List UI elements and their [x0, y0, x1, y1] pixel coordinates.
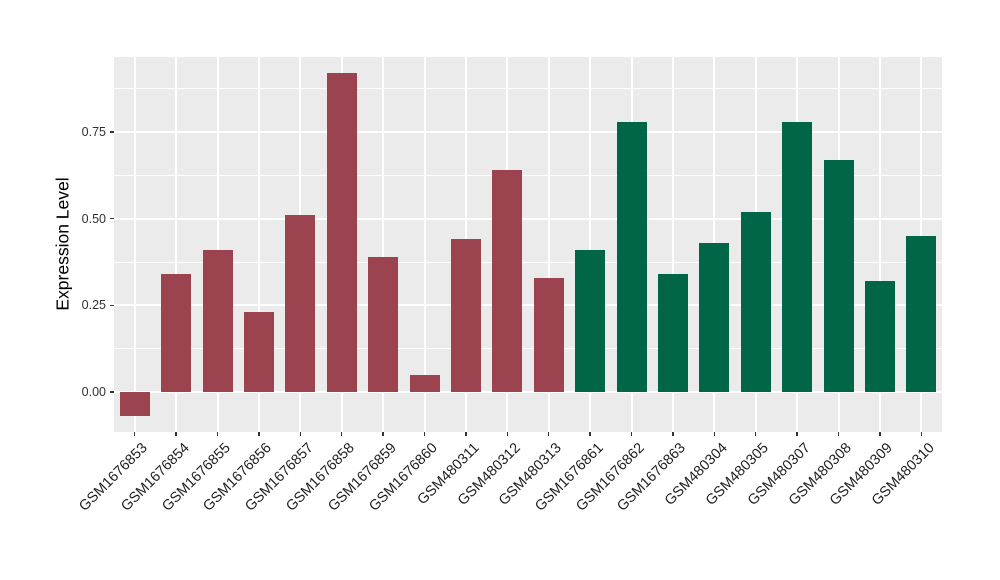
- x-tick-mark: [672, 432, 674, 436]
- bar-GSM480304: [699, 242, 730, 393]
- bar-GSM480307: [782, 121, 813, 393]
- y-tick-label: 0.00: [81, 385, 106, 400]
- x-tick-mark: [547, 432, 550, 436]
- x-tick-mark: [175, 432, 177, 436]
- bar-GSM1676853: [119, 392, 150, 417]
- major-gridline-y: [114, 217, 942, 220]
- major-gridline-y: [114, 304, 942, 307]
- major-gridline-x: [671, 57, 674, 432]
- plot-area: [114, 57, 942, 432]
- bar-GSM1676855: [202, 249, 233, 393]
- x-tick-mark: [423, 432, 426, 436]
- y-tick-label: 0.50: [81, 211, 106, 226]
- x-tick-mark: [589, 432, 591, 436]
- minor-gridline-y: [114, 261, 942, 263]
- y-tick-label: 0.25: [81, 298, 106, 313]
- x-tick-mark: [216, 432, 219, 436]
- bar-GSM1676863: [657, 274, 688, 393]
- major-gridline-x: [382, 57, 385, 432]
- bar-GSM1676859: [368, 256, 399, 393]
- x-tick-mark: [133, 432, 136, 436]
- x-tick-mark: [920, 432, 923, 436]
- bar-GSM1676857: [285, 215, 316, 393]
- x-tick-mark: [258, 432, 260, 436]
- y-tick-mark: [110, 304, 114, 307]
- x-tick-mark: [796, 432, 798, 436]
- minor-gridline-y: [114, 174, 942, 176]
- x-tick-mark: [506, 432, 509, 436]
- bar-GSM480310: [906, 236, 937, 393]
- x-tick-mark: [465, 432, 467, 436]
- major-gridline-y: [114, 391, 942, 394]
- y-tick-mark: [110, 391, 114, 393]
- x-tick-mark: [879, 432, 881, 436]
- major-gridline-x: [133, 57, 136, 432]
- minor-gridline-y: [114, 88, 942, 90]
- x-tick-mark: [713, 432, 716, 436]
- bar-GSM480308: [823, 159, 854, 393]
- x-tick-mark: [754, 432, 757, 436]
- bar-GSM1676858: [326, 72, 357, 393]
- bar-GSM480313: [533, 277, 564, 393]
- x-tick-mark: [299, 432, 302, 436]
- major-gridline-x: [175, 57, 178, 432]
- bar-GSM480312: [492, 170, 523, 393]
- x-tick-mark: [630, 432, 633, 436]
- bar-GSM480311: [450, 239, 481, 393]
- bar-GSM1676860: [409, 374, 440, 393]
- y-tick-mark: [110, 131, 114, 133]
- x-tick-mark: [340, 432, 343, 436]
- major-gridline-x: [257, 57, 260, 432]
- major-gridline-x: [589, 57, 592, 432]
- major-gridline-x: [878, 57, 881, 432]
- bar-GSM1676861: [575, 249, 606, 393]
- x-tick-mark: [382, 432, 384, 436]
- major-gridline-x: [423, 57, 426, 432]
- y-tick-label: 0.75: [81, 124, 106, 139]
- minor-gridline-y: [114, 348, 942, 350]
- x-tick-mark: [837, 432, 840, 436]
- bar-GSM480305: [740, 211, 771, 393]
- y-tick-mark: [110, 217, 114, 220]
- major-gridline-x: [547, 57, 550, 432]
- y-axis-title: Expression Level: [52, 177, 73, 311]
- major-gridline-x: [216, 57, 219, 432]
- bar-GSM480309: [864, 281, 895, 393]
- bar-GSM1676862: [616, 121, 647, 393]
- bar-GSM1676854: [161, 274, 192, 393]
- bar-GSM1676856: [243, 312, 274, 393]
- major-gridline-y: [114, 130, 942, 133]
